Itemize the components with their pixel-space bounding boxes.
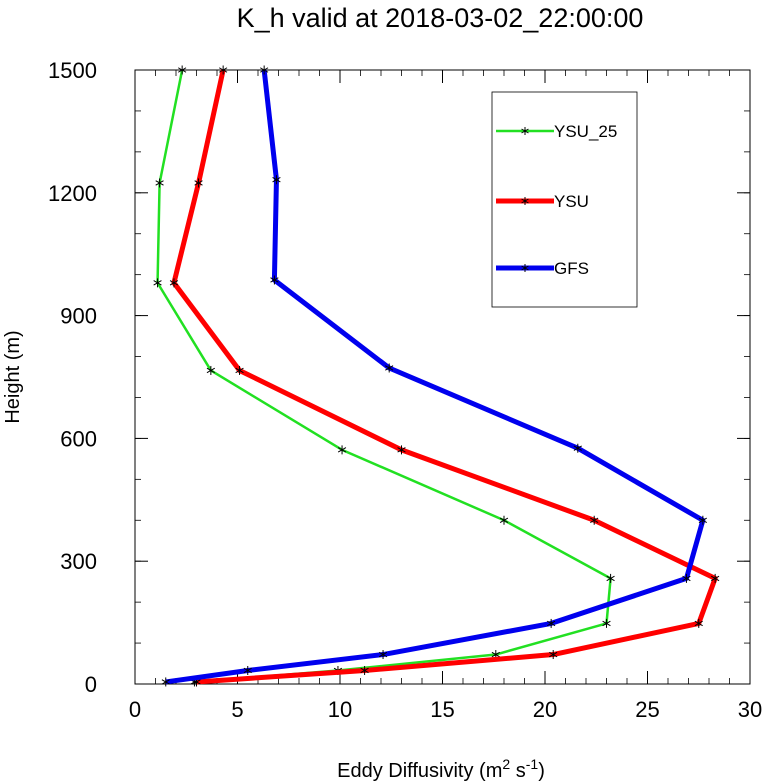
marker-stroke (397, 447, 406, 453)
marker-stroke (590, 517, 599, 523)
data-point-marker (521, 264, 529, 272)
series-ysu (169, 65, 720, 687)
data-point-marker (206, 365, 215, 375)
x-axis-title-main: Eddy Diffusivity (m (337, 760, 502, 782)
marker-stroke (337, 447, 347, 453)
data-point-marker (270, 275, 279, 285)
data-point-marker (243, 665, 252, 675)
data-point-marker (260, 65, 269, 75)
marker-stroke (378, 651, 388, 658)
x-axis-title: Eddy Diffusivity (m2 s-1) (337, 756, 545, 782)
marker-stroke (194, 180, 203, 186)
data-point-marker (606, 573, 615, 583)
y-tick-label: 1500 (48, 58, 97, 83)
data-point-marker (397, 445, 406, 455)
data-point-marker (178, 65, 187, 75)
y-tick-label: 900 (60, 304, 97, 329)
data-point-marker (219, 65, 228, 75)
marker-stroke (491, 651, 500, 658)
series-gfs (161, 65, 707, 687)
data-point-marker (711, 573, 720, 583)
legend-label: YSU_25 (554, 122, 617, 141)
data-point-marker (590, 515, 599, 525)
x-axis-title-mid: s (510, 760, 526, 782)
marker-stroke (153, 280, 162, 286)
data-point-marker (155, 178, 164, 188)
x-tick-label: 10 (328, 697, 352, 722)
data-point-marker (153, 278, 162, 288)
y-tick-label: 600 (60, 426, 97, 451)
x-axis-title-sup1: 2 (502, 756, 510, 772)
marker-stroke (698, 517, 707, 523)
marker-stroke (219, 67, 228, 73)
marker-stroke (549, 651, 558, 658)
marker-stroke (694, 620, 703, 627)
marker-stroke (270, 277, 279, 283)
x-tick-label: 30 (738, 697, 762, 722)
x-axis-title-sup2: -1 (526, 756, 539, 772)
chart-title: K_h valid at 2018-03-02_22:00:00 (237, 3, 644, 33)
y-tick-label: 300 (60, 549, 97, 574)
marker-stroke (711, 575, 720, 582)
y-tick-label: 1200 (48, 181, 97, 206)
data-point-marker (547, 618, 556, 628)
marker-stroke (385, 365, 394, 371)
marker-stroke (235, 367, 244, 374)
legend-label: YSU (554, 192, 589, 211)
data-point-marker (521, 127, 529, 135)
marker-stroke (521, 265, 529, 271)
marker-stroke (547, 620, 556, 627)
y-axis-title: Height (m) (2, 330, 24, 423)
data-point-marker (499, 515, 509, 525)
plot-frame (134, 69, 751, 685)
y-tick-label: 0 (85, 672, 97, 697)
data-point-marker (698, 515, 707, 525)
data-point-marker (378, 650, 388, 660)
x-tick-label: 0 (129, 697, 141, 722)
data-point-marker (385, 363, 394, 373)
legend-label: GFS (554, 259, 589, 278)
data-point-marker (694, 618, 703, 628)
marker-stroke (169, 280, 179, 286)
x-tick-label: 25 (635, 697, 659, 722)
data-point-marker (169, 278, 179, 288)
x-tick-label: 15 (430, 697, 454, 722)
marker-stroke (602, 620, 611, 627)
marker-stroke (606, 575, 615, 582)
data-point-marker (194, 178, 203, 188)
marker-stroke (573, 445, 582, 451)
marker-stroke (272, 177, 281, 183)
data-point-marker (549, 650, 558, 660)
x-tick-label: 5 (231, 697, 243, 722)
data-point-marker (360, 665, 369, 675)
legend: YSU_25 YSU GFS (491, 91, 638, 308)
data-point-marker (161, 677, 170, 687)
marker-stroke (161, 679, 170, 685)
data-point-marker (337, 445, 347, 455)
data-point-marker (573, 443, 582, 453)
data-point-marker (521, 197, 529, 205)
marker-stroke (682, 575, 691, 582)
marker-stroke (360, 667, 369, 674)
marker-stroke (521, 128, 529, 134)
series-layer (153, 65, 720, 687)
x-axis-title-end: ) (538, 760, 545, 782)
marker-stroke (260, 67, 269, 73)
x-tick-label: 20 (533, 697, 557, 722)
data-point-marker (602, 618, 611, 628)
data-point-marker (272, 175, 281, 185)
data-point-marker (682, 573, 691, 583)
data-point-marker (235, 365, 244, 375)
marker-stroke (155, 180, 164, 186)
marker-stroke (178, 67, 187, 73)
marker-stroke (499, 517, 509, 523)
marker-stroke (206, 367, 215, 374)
marker-stroke (243, 667, 252, 674)
marker-stroke (521, 198, 529, 204)
